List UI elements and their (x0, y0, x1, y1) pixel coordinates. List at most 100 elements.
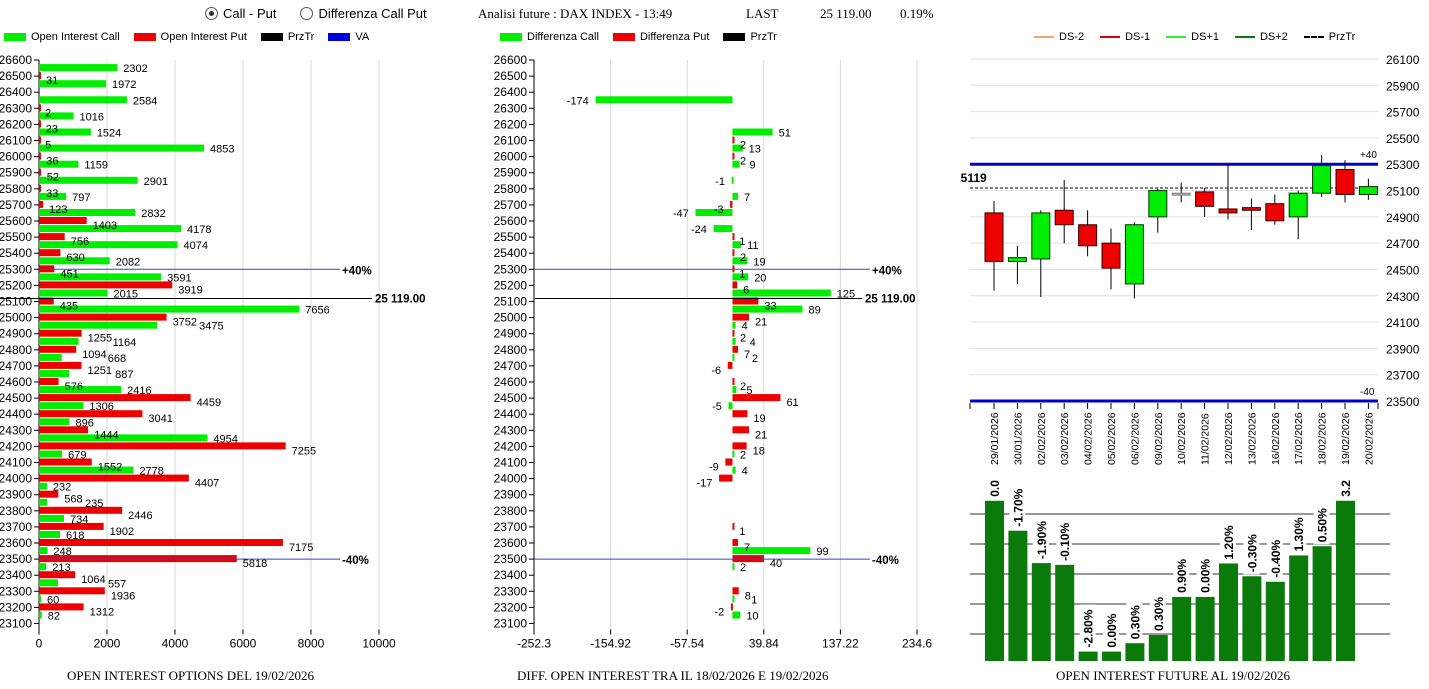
call-value-label: 2 (740, 450, 746, 462)
future-oi-label: -1.70% (1011, 488, 1025, 526)
call-value-label: 51 (779, 128, 791, 140)
put-bar (39, 490, 59, 498)
y-tick-label: 25000 (494, 311, 528, 325)
put-value-label: 33 (46, 188, 58, 200)
call-bar (39, 498, 47, 506)
call-bar (732, 305, 803, 313)
put-bar (732, 442, 747, 450)
put-bar (732, 249, 735, 257)
put-value-label: 21 (755, 317, 767, 329)
y-tick-label: 24400 (0, 407, 32, 421)
y-tick-label: 26000 (494, 150, 528, 164)
legend-swatch-put (612, 33, 635, 41)
future-oi-label: 0.50% (1316, 508, 1330, 542)
y-tick-label: 25500 (0, 230, 32, 244)
y-tick-label: 26200 (494, 117, 528, 131)
put-bar (39, 72, 41, 80)
call-value-label: -174 (567, 95, 589, 107)
call-bar (732, 466, 736, 474)
y-tick-label: 25700 (1386, 106, 1420, 120)
put-value-label: 4407 (195, 478, 219, 490)
put-value-label: 576 (65, 381, 83, 393)
y-tick-label: 23700 (494, 520, 528, 534)
put-value-label: 756 (71, 236, 89, 248)
put-bar (39, 571, 76, 579)
legend-line-ds+1 (1166, 36, 1187, 38)
y-tick-label: 23900 (1386, 342, 1420, 356)
legend-item-diff-prztr: PrzTr (723, 31, 777, 43)
put-value-label: 36 (46, 156, 58, 168)
header-title: Analisi future : DAX INDEX - 13:49 (478, 6, 673, 21)
label-bg (1337, 480, 1353, 499)
put-bar (39, 522, 104, 530)
put-bar (39, 474, 189, 482)
x-tick-label: 09/02/2026 (1153, 412, 1165, 465)
call-bar (732, 386, 737, 394)
legend-label: Open Interest Put (160, 31, 247, 43)
put-bar (732, 136, 735, 144)
bearish-candle (1054, 209, 1074, 226)
put-bar (39, 506, 123, 514)
legend-line-ds-1 (1100, 36, 1121, 38)
diff-open-interest-chart: -252.3 -154.92 -57.54 39.84 137.22 234.6 26600… (494, 53, 933, 651)
future-oi-bar (1242, 576, 1262, 661)
radio-call-put[interactable]: Call - Put (205, 6, 276, 21)
y-tick-label: 26300 (0, 101, 32, 115)
call-value-label: 99 (816, 546, 828, 558)
y-tick-label: 24300 (494, 423, 528, 437)
call-bar (732, 273, 749, 281)
y-tick-label: 24700 (1386, 237, 1420, 251)
future-oi-bar (1172, 596, 1192, 661)
x-tick-label: 10/02/2026 (1176, 412, 1188, 465)
radio-unselected-icon[interactable] (300, 7, 314, 20)
y-tick-label: 24500 (494, 391, 528, 405)
put-bar (39, 265, 55, 273)
put-bar (39, 168, 41, 176)
call-bar (39, 209, 136, 216)
legend-diff: Differenza Call Differenza Put PrzTr (500, 31, 777, 43)
future-oi-bar (1102, 651, 1121, 661)
put-bar (39, 136, 41, 144)
call-value-label: -47 (673, 208, 689, 220)
put-bar (39, 200, 44, 208)
lower-band-label: -40 (1360, 387, 1375, 398)
put-bar (39, 587, 105, 595)
call-bar (39, 386, 122, 394)
radio-selected-icon[interactable] (205, 7, 218, 20)
future-oi-bar (1055, 564, 1075, 661)
upper-band-label: +40 (1360, 150, 1377, 161)
y-tick-label: 25400 (0, 246, 32, 260)
put-bar (39, 281, 173, 289)
future-oi-label: 0.00% (1105, 613, 1119, 647)
caption-oi-options: OPEN INTEREST OPTIONS DEL 19/02/2026 (67, 668, 314, 683)
put-value-label: 23 (46, 123, 58, 135)
call-value-label: 232 (53, 482, 71, 494)
y-tick-label: 25900 (0, 166, 32, 180)
y-tick-label: 26100 (494, 134, 528, 148)
call-bar (39, 531, 61, 538)
call-value-label: 1524 (97, 128, 121, 140)
put-value-label: 2 (740, 252, 746, 264)
call-value-label: 4 (750, 337, 756, 349)
legend-item-ds-2: DS-2 (1034, 31, 1084, 43)
label-bg (1032, 515, 1049, 562)
legend-line-ds-2 (1034, 36, 1054, 38)
call-bar (731, 176, 734, 184)
call-bar (39, 257, 110, 265)
radio-differenza-call-put[interactable]: Differenza Call Put (300, 6, 427, 21)
put-value-label: 1312 (90, 606, 114, 618)
call-bar (695, 209, 733, 216)
radio-differenza-label: Differenza Call Put (318, 6, 427, 21)
call-value-label: 4 (742, 466, 748, 478)
y-tick-label: 23600 (0, 536, 32, 550)
y-tick-label: 23200 (494, 600, 528, 614)
put-bar (732, 426, 749, 434)
label-bg (1056, 517, 1073, 563)
call-value-label: 4853 (210, 144, 234, 156)
put-value-label: -17 (696, 478, 712, 490)
call-value-label: 1016 (80, 111, 104, 123)
call-bar (39, 273, 162, 281)
put-value-label: 451 (60, 268, 78, 280)
call-value-label: 2302 (123, 63, 147, 75)
